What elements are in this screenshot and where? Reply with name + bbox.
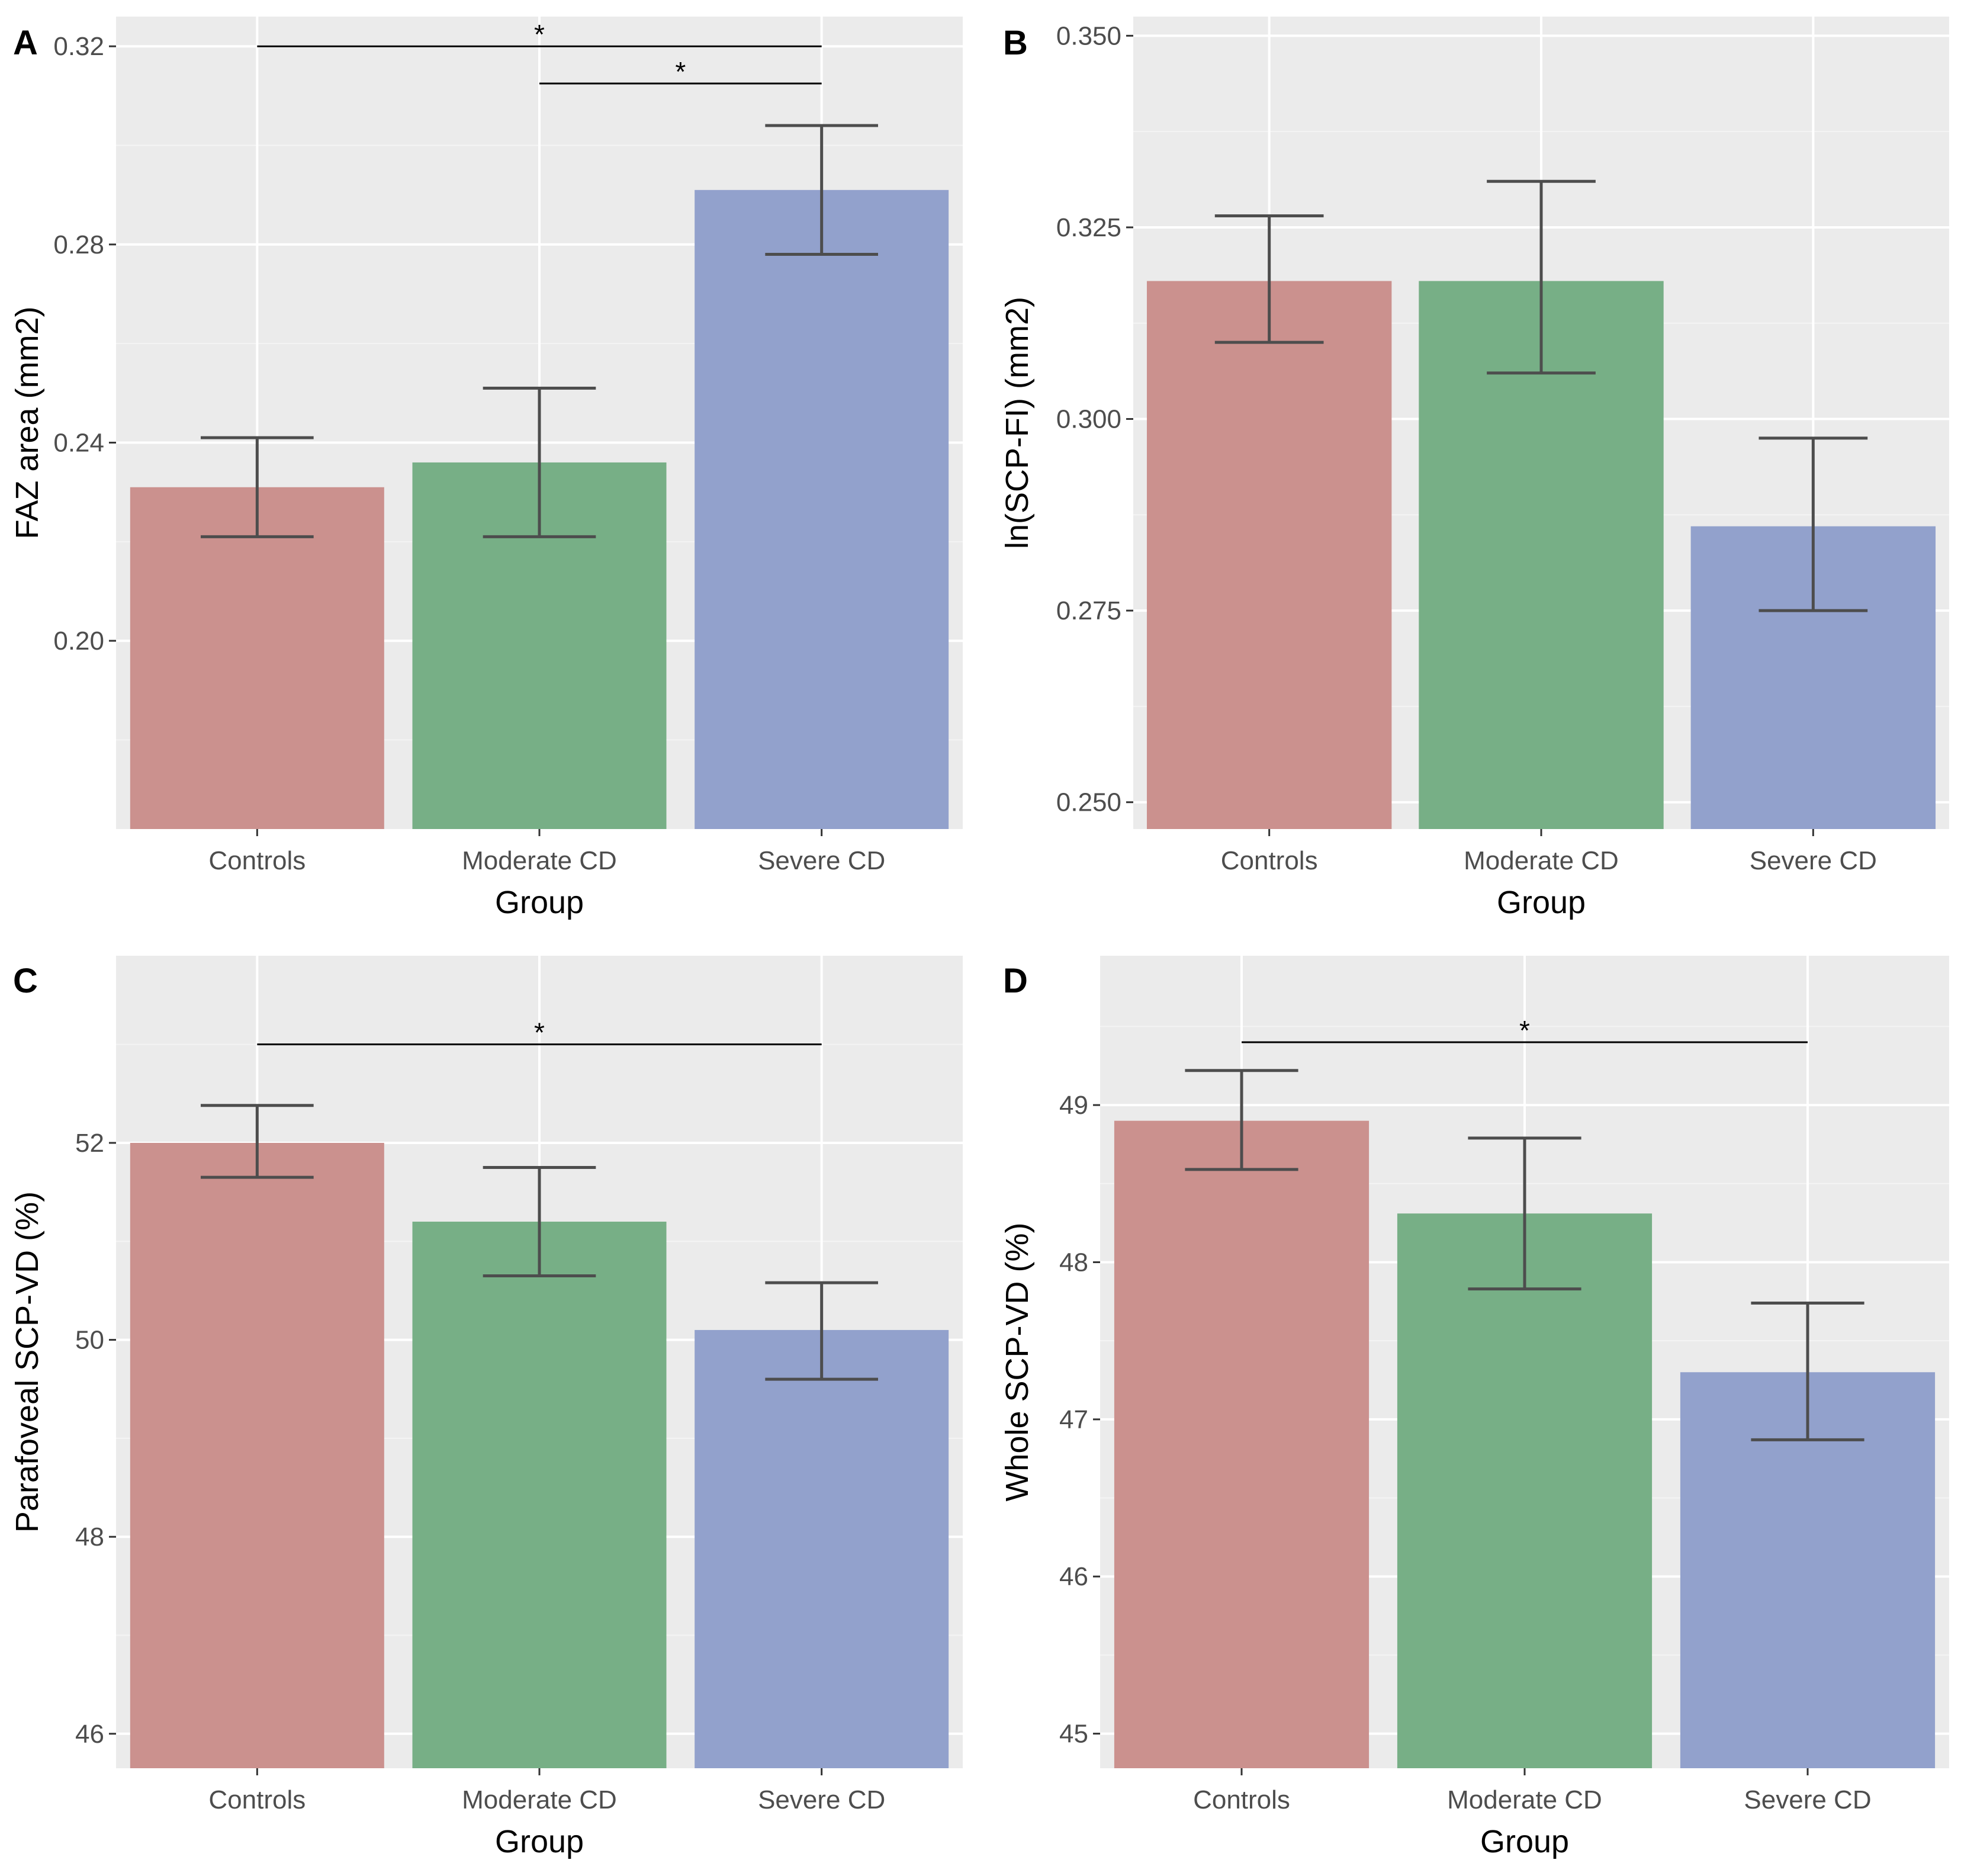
x-tick-label: Severe CD [758, 846, 885, 875]
error-bar [1759, 436, 1868, 612]
x-tick-label: Severe CD [758, 1785, 885, 1814]
y-tick-label: 0.300 [1056, 405, 1121, 434]
panel-d: 45 46 47 48 49 Controls Moderate CD Severe CD Gr… [999, 956, 1949, 1859]
y-axis-title: Whole SCP-VD (%) [999, 1222, 1035, 1501]
y-tick-label: 0.250 [1056, 788, 1121, 817]
y-tick-label: 46 [75, 1720, 104, 1749]
error-bar [483, 1166, 596, 1277]
error-bar [1487, 179, 1596, 375]
panel-letter: A [13, 24, 38, 62]
error-bar [201, 1104, 314, 1179]
x-tick-label: Severe CD [1744, 1785, 1871, 1814]
error-bar [765, 124, 878, 256]
bar-controls [130, 487, 384, 829]
y-tick-label: 45 [1059, 1720, 1088, 1749]
y-tick-label: 0.20 [53, 627, 104, 656]
y-tick-label: 46 [1059, 1562, 1088, 1591]
y-tick-label: 0.32 [53, 32, 104, 61]
bar-moderate-cd [412, 1222, 667, 1768]
y-tick-label: 47 [1059, 1405, 1088, 1434]
error-bar [1185, 1069, 1298, 1171]
y-tick-label: 48 [1059, 1248, 1088, 1277]
significance-marker: * [534, 1017, 545, 1048]
significance-marker: * [675, 56, 686, 87]
x-axis-title: Group [495, 1824, 584, 1859]
error-bar [765, 1281, 878, 1381]
significance-marker: * [1519, 1015, 1530, 1046]
y-axis-title: Parafoveal SCP-VD (%) [9, 1191, 45, 1533]
error-bar [201, 436, 314, 538]
y-axis-title: ln(SCP-FI) (mm2) [999, 297, 1035, 549]
x-tick-label: Controls [208, 846, 306, 875]
x-tick-label: Controls [1221, 846, 1318, 875]
x-tick-label: Controls [1193, 1785, 1290, 1814]
x-tick-label: Moderate CD [462, 1785, 617, 1814]
error-bar [1751, 1301, 1864, 1441]
y-tick-label: 49 [1059, 1091, 1088, 1120]
panel-letter: D [1003, 962, 1028, 1000]
bar-severe-cd [695, 189, 949, 829]
y-tick-label: 50 [75, 1326, 104, 1355]
y-tick-label: 0.325 [1056, 213, 1121, 242]
panel-c: 46 48 50 52 Controls Moderate CD Severe CD Grou… [9, 956, 963, 1859]
panel-letter: B [1003, 24, 1028, 62]
error-bar [1214, 214, 1324, 344]
x-tick-label: Moderate CD [1447, 1785, 1602, 1814]
panel-b: 0.250 0.275 0.300 0.325 0.350 Controls Moderat… [999, 17, 1949, 920]
y-tick-label: 0.28 [53, 230, 104, 259]
error-bar [483, 386, 596, 538]
x-tick-label: Controls [208, 1785, 306, 1814]
panel-a: 0.20 0.24 0.28 0.32 Controls Moderate CD Sever… [9, 17, 963, 920]
x-tick-label: Severe CD [1750, 846, 1877, 875]
significance-marker: * [534, 19, 545, 50]
x-tick-label: Moderate CD [462, 846, 617, 875]
bar-controls [1146, 281, 1392, 829]
panel-letter: C [13, 962, 38, 1000]
x-tick-label: Moderate CD [1464, 846, 1619, 875]
y-tick-label: 0.350 [1056, 21, 1121, 50]
y-tick-label: 0.275 [1056, 596, 1121, 625]
x-axis-title: Group [1497, 885, 1586, 920]
y-tick-label: 0.24 [53, 428, 104, 457]
error-bar [1468, 1136, 1581, 1291]
y-tick-label: 52 [75, 1129, 104, 1158]
x-axis-title: Group [495, 885, 584, 920]
bar-controls [1114, 1120, 1370, 1768]
bar-moderate-cd [1397, 1213, 1653, 1768]
y-tick-label: 48 [75, 1522, 104, 1551]
bar-controls [130, 1142, 384, 1768]
x-axis-title: Group [1480, 1824, 1569, 1859]
bar-severe-cd [695, 1329, 949, 1768]
y-axis-title: FAZ area (mm2) [9, 306, 45, 539]
